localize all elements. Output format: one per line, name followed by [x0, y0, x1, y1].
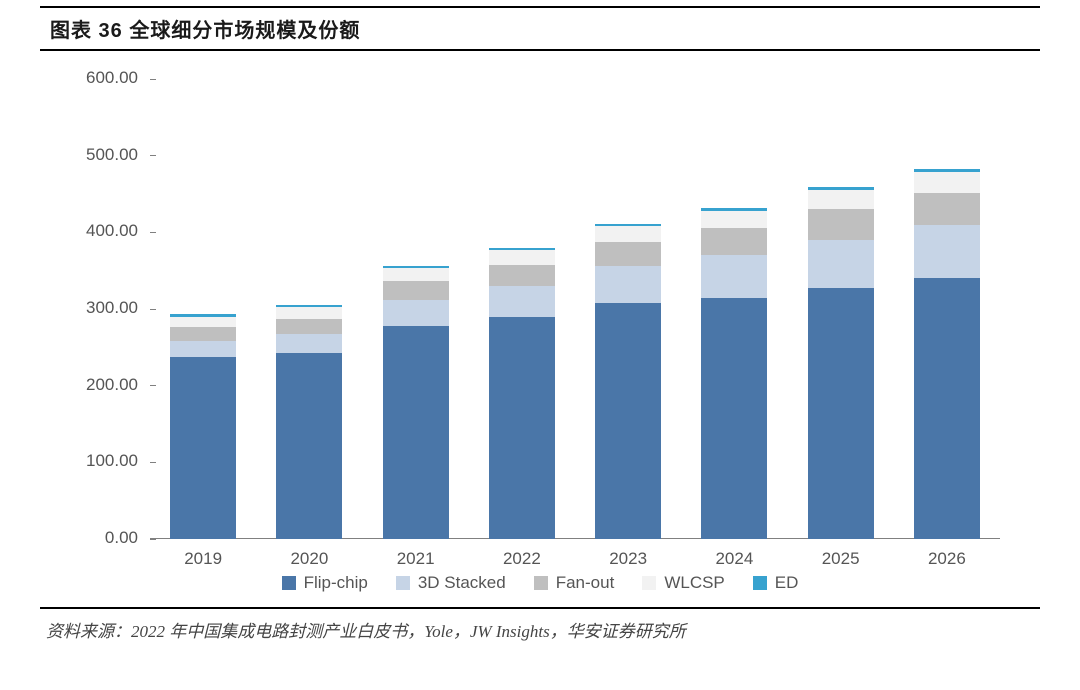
legend-item: 3D Stacked: [396, 573, 506, 593]
chart-area: 0.00 100.00 200.00 300.00 400.00 500.00 600.00…: [60, 69, 1020, 589]
y-axis-label: 200.00: [86, 375, 150, 395]
legend-label: Fan-out: [556, 573, 615, 593]
legend-swatch: [282, 576, 296, 590]
x-axis-label: 2023: [609, 539, 647, 569]
legend-swatch: [534, 576, 548, 590]
legend-item: Fan-out: [534, 573, 615, 593]
bar-group: [808, 187, 874, 539]
bar-segment-fan-out: [489, 265, 555, 286]
y-axis-label: 100.00: [86, 451, 150, 471]
x-axis-label: 2022: [503, 539, 541, 569]
bars-layer: [150, 79, 1000, 539]
x-axis-label: 2021: [397, 539, 435, 569]
legend-label: Flip-chip: [304, 573, 368, 593]
bar-group: [595, 224, 661, 539]
bar-segment-wlcsp: [489, 250, 555, 265]
legend-swatch: [396, 576, 410, 590]
legend-swatch: [642, 576, 656, 590]
bar-segment-wlcsp: [701, 211, 767, 228]
bar-segment-wlcsp: [383, 268, 449, 281]
bar-segment-3d-stacked: [170, 341, 236, 356]
bar-segment-wlcsp: [170, 317, 236, 328]
x-axis-label: 2025: [822, 539, 860, 569]
plot-region: 0.00100.00200.00300.00400.00500.00600.00…: [150, 79, 1000, 539]
y-axis-label: 600.00: [86, 68, 150, 88]
title-bar: 图表 36 全球细分市场规模及份额: [40, 6, 1040, 51]
bar-group: [701, 208, 767, 539]
bar-segment-fan-out: [701, 228, 767, 256]
bar-group: [383, 266, 449, 539]
bar-segment-3d-stacked: [489, 286, 555, 317]
bar-segment-flip-chip: [701, 298, 767, 540]
bar-segment-flip-chip: [276, 353, 342, 539]
source-text: 资料来源：2022 年中国集成电路封测产业白皮书，Yole，JW Insight…: [40, 607, 1040, 642]
bar-segment-3d-stacked: [276, 334, 342, 352]
figure-container: 图表 36 全球细分市场规模及份额 0.00 100.00 200.00 300.00…: [0, 6, 1080, 690]
bar-segment-flip-chip: [170, 357, 236, 539]
bar-segment-flip-chip: [914, 278, 980, 539]
bar-segment-fan-out: [276, 319, 342, 334]
bar-segment-3d-stacked: [595, 266, 661, 303]
bar-group: [489, 248, 555, 539]
bar-segment-3d-stacked: [701, 255, 767, 297]
chart-title: 图表 36 全球细分市场规模及份额: [50, 20, 360, 42]
bar-segment-3d-stacked: [914, 225, 980, 279]
legend-label: WLCSP: [664, 573, 724, 593]
legend-swatch: [753, 576, 767, 590]
bar-segment-fan-out: [914, 193, 980, 225]
bar-segment-3d-stacked: [808, 240, 874, 288]
legend-item: ED: [753, 573, 799, 593]
bar-segment-flip-chip: [595, 303, 661, 539]
bar-segment-flip-chip: [383, 326, 449, 539]
legend-item: WLCSP: [642, 573, 724, 593]
bar-segment-fan-out: [595, 242, 661, 267]
legend-label: 3D Stacked: [418, 573, 506, 593]
bar-segment-fan-out: [170, 327, 236, 341]
y-axis-label: 0.00: [105, 528, 150, 548]
bar-segment-flip-chip: [489, 317, 555, 539]
x-axis-label: 2024: [715, 539, 753, 569]
x-axis-label: 2026: [928, 539, 966, 569]
bar-group: [276, 305, 342, 539]
legend-label: ED: [775, 573, 799, 593]
bar-group: [170, 314, 236, 539]
legend: Flip-chip 3D Stacked Fan-out WLCSP ED: [60, 573, 1020, 595]
x-axis-label: 2019: [184, 539, 222, 569]
bar-segment-wlcsp: [808, 190, 874, 209]
y-axis-label: 300.00: [86, 298, 150, 318]
bar-segment-wlcsp: [595, 226, 661, 241]
bar-segment-wlcsp: [276, 307, 342, 319]
bar-segment-flip-chip: [808, 288, 874, 539]
bar-segment-fan-out: [808, 209, 874, 240]
bar-group: [914, 169, 980, 539]
y-axis-label: 500.00: [86, 145, 150, 165]
bar-segment-3d-stacked: [383, 300, 449, 326]
y-axis-label: 400.00: [86, 221, 150, 241]
x-axis-label: 2020: [290, 539, 328, 569]
legend-item: Flip-chip: [282, 573, 368, 593]
bar-segment-fan-out: [383, 281, 449, 299]
bar-segment-wlcsp: [914, 172, 980, 193]
